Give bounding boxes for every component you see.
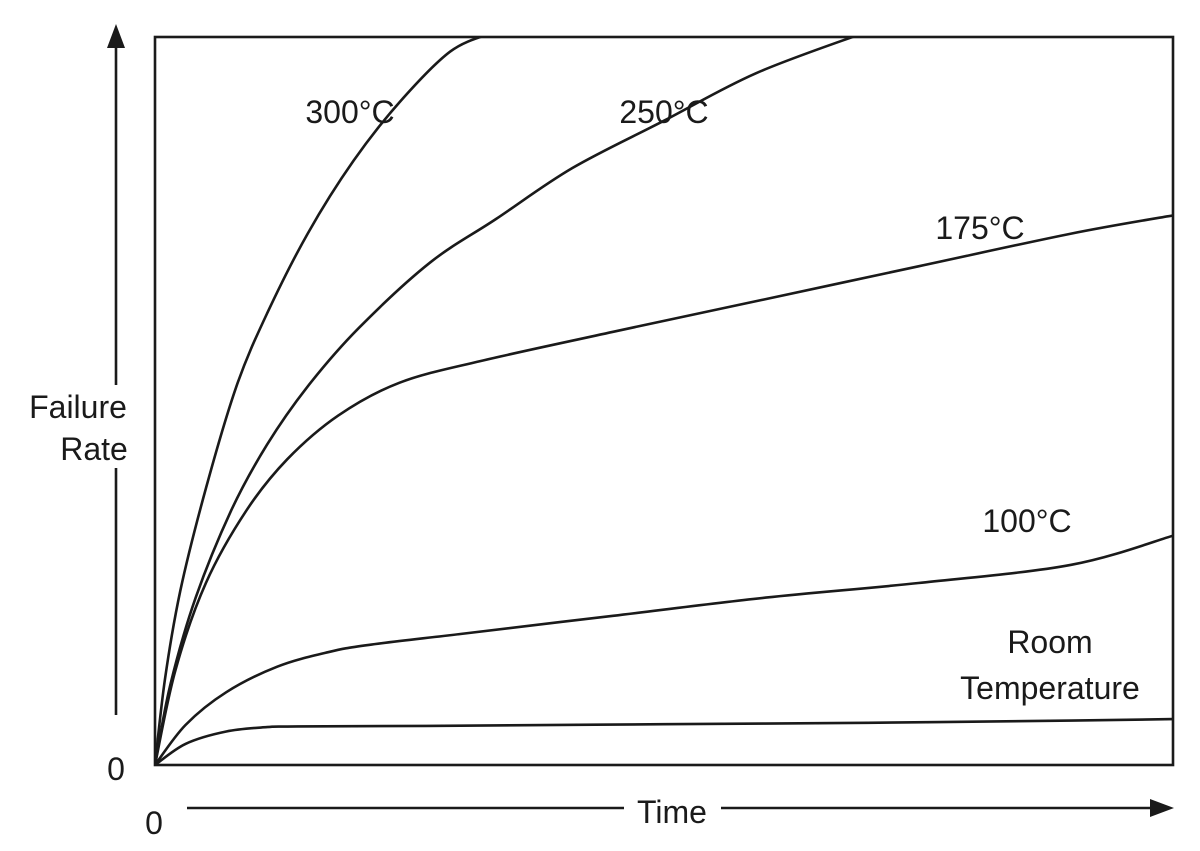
label-300c: 300°C [305, 94, 394, 130]
label-100c: 100°C [982, 503, 1071, 539]
curves-group [155, 37, 1173, 765]
label-250c: 250°C [619, 94, 708, 130]
y-axis-arrowhead [107, 24, 125, 48]
curve-100c [155, 534, 1173, 765]
label-room-line-1: Room [1007, 624, 1092, 660]
plot-frame [153, 35, 1175, 767]
y-axis-label-line-1: Failure [29, 389, 127, 425]
curve-room-temperature [155, 717, 1173, 765]
y-axis-label-line-2: Rate [60, 431, 128, 467]
y-origin-label: 0 [107, 751, 125, 787]
curve-300c [155, 37, 485, 765]
curve-175c [155, 214, 1173, 765]
label-room-line-2: Temperature [960, 670, 1140, 706]
x-axis-arrowhead [1150, 799, 1174, 817]
x-axis-label: Time [637, 794, 707, 830]
curve-250c [155, 37, 857, 765]
x-origin-label: 0 [145, 805, 163, 841]
label-175c: 175°C [935, 210, 1024, 246]
